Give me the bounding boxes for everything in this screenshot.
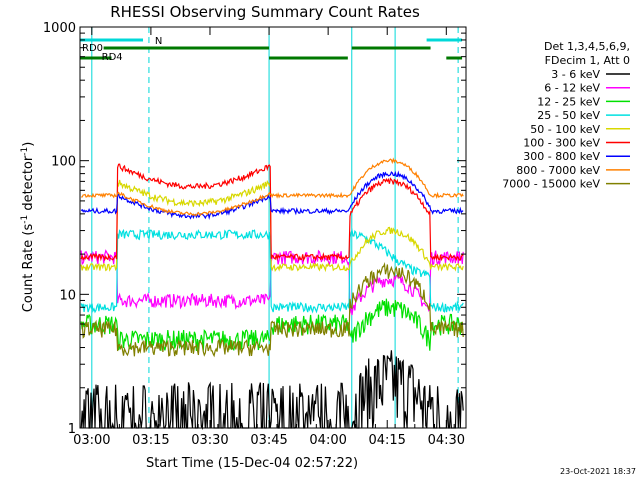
timestamp: 23-Oct-2021 18:37 bbox=[560, 467, 636, 476]
x-tick-label: 04:30 bbox=[428, 433, 465, 448]
legend-label-3: 25 - 50 keV bbox=[537, 109, 600, 122]
x-tick-label: 03:45 bbox=[250, 433, 287, 448]
y-label-sup-1: -1 bbox=[20, 215, 30, 224]
legend-label-4: 50 - 100 keV bbox=[530, 123, 600, 136]
series-line-7 bbox=[81, 157, 464, 217]
y-label-sup-2: -1 bbox=[20, 147, 30, 156]
y-label-part-2: detector bbox=[21, 155, 36, 215]
legend-label-6: 300 - 800 keV bbox=[523, 150, 600, 163]
x-axis-label: Start Time (15-Dec-04 02:57:22) bbox=[146, 456, 358, 471]
y-label-part-1: Count Rate (s bbox=[21, 224, 36, 313]
axis-ticks: 03:00 03:15 03:30 03:45 04:00 04:15 04:30 1 10 10… bbox=[43, 21, 466, 448]
y-label-part-3: ) bbox=[21, 142, 36, 147]
legend: Det 1,3,4,5,6,9, FDecim 1, Att 0 3 - 6 k… bbox=[502, 40, 630, 191]
series-line-0 bbox=[80, 350, 464, 431]
x-tick-label: 04:00 bbox=[309, 433, 346, 448]
flag-label-rd0: RD0 bbox=[82, 43, 103, 54]
legend-header-2: FDecim 1, Att 0 bbox=[545, 54, 630, 67]
flag-label-rd4: RD4 bbox=[102, 52, 123, 63]
series-line-8 bbox=[80, 261, 464, 358]
y-tick-label: 1 bbox=[68, 422, 76, 437]
x-tick-label: 03:15 bbox=[132, 433, 169, 448]
legend-label-8: 7000 - 15000 keV bbox=[502, 178, 600, 191]
y-tick-label: 10 bbox=[59, 288, 76, 303]
x-tick-label: 03:30 bbox=[191, 433, 228, 448]
series-line-4 bbox=[80, 179, 464, 273]
chart-title: RHESSI Observing Summary Count Rates bbox=[110, 3, 420, 21]
y-axis-label: Count Rate (s-1 detector-1) bbox=[20, 142, 36, 313]
x-tick-label: 03:00 bbox=[73, 433, 110, 448]
y-axis-label-text: Count Rate (s-1 detector-1) bbox=[20, 142, 36, 313]
legend-label-0: 3 - 6 keV bbox=[551, 68, 600, 81]
x-tick-label: 04:15 bbox=[368, 433, 405, 448]
legend-label-1: 6 - 12 keV bbox=[544, 82, 600, 95]
y-tick-label: 1000 bbox=[43, 21, 76, 36]
legend-label-5: 100 - 300 keV bbox=[523, 137, 600, 150]
series-line-5 bbox=[80, 163, 464, 262]
legend-header-1: Det 1,3,4,5,6,9, bbox=[544, 40, 630, 53]
y-tick-label: 100 bbox=[51, 155, 76, 170]
series-line-2 bbox=[80, 298, 464, 352]
series-line-6 bbox=[80, 170, 464, 220]
legend-label-2: 12 - 25 keV bbox=[537, 95, 600, 108]
legend-label-7: 800 - 7000 keV bbox=[516, 164, 600, 177]
flag-label-n: N bbox=[155, 36, 162, 47]
plot-frame bbox=[79, 26, 467, 429]
series-line-3 bbox=[80, 228, 464, 314]
